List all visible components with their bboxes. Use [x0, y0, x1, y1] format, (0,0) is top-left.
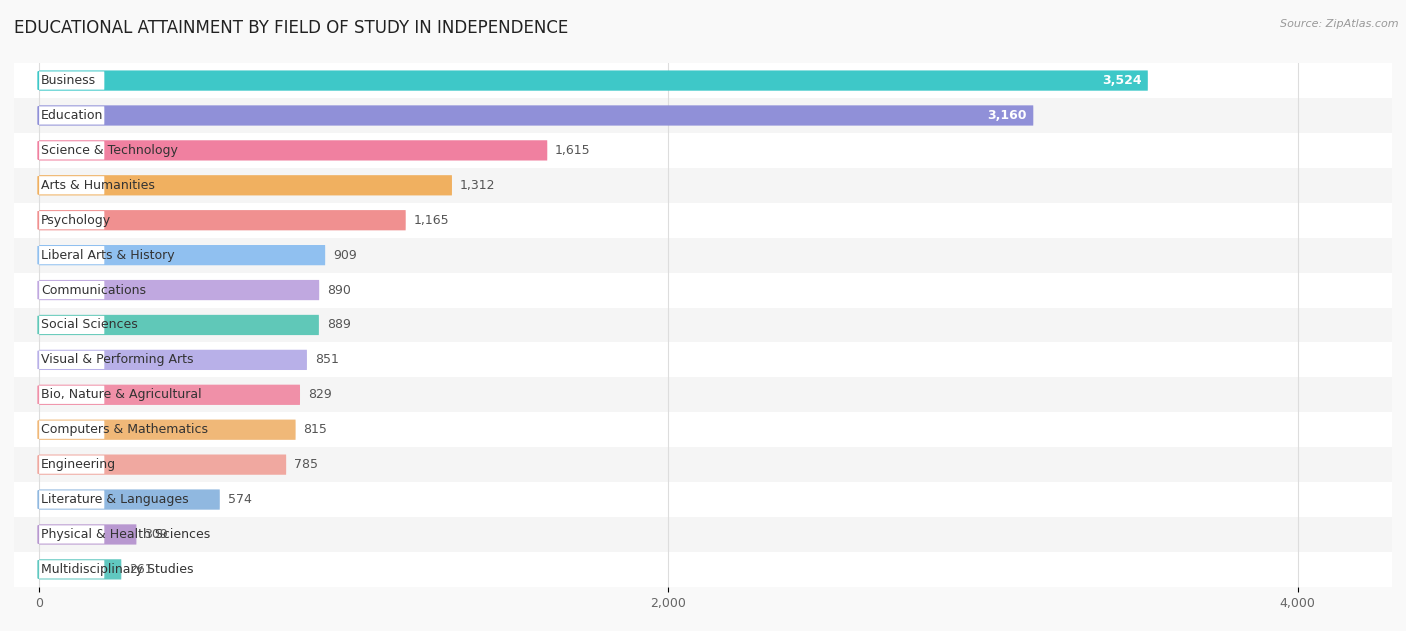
Text: Science & Technology: Science & Technology [41, 144, 177, 157]
Text: 815: 815 [304, 423, 328, 436]
FancyBboxPatch shape [39, 105, 1033, 126]
Bar [14, 377, 1392, 412]
Bar [14, 168, 1392, 203]
Bar [14, 98, 1392, 133]
Text: 909: 909 [333, 249, 357, 262]
Text: Multidisciplinary Studies: Multidisciplinary Studies [41, 563, 194, 576]
Text: 851: 851 [315, 353, 339, 367]
Text: 309: 309 [145, 528, 169, 541]
Text: Bio, Nature & Agricultural: Bio, Nature & Agricultural [41, 388, 201, 401]
Text: Source: ZipAtlas.com: Source: ZipAtlas.com [1281, 19, 1399, 29]
Bar [14, 552, 1392, 587]
FancyBboxPatch shape [38, 386, 104, 404]
Text: 3,160: 3,160 [987, 109, 1026, 122]
FancyBboxPatch shape [39, 245, 325, 265]
Bar [14, 447, 1392, 482]
Text: Social Sciences: Social Sciences [41, 319, 138, 331]
Text: 829: 829 [308, 388, 332, 401]
Text: Arts & Humanities: Arts & Humanities [41, 179, 155, 192]
FancyBboxPatch shape [38, 71, 104, 90]
FancyBboxPatch shape [39, 350, 307, 370]
Text: Psychology: Psychology [41, 214, 111, 227]
Text: Business: Business [41, 74, 96, 87]
FancyBboxPatch shape [39, 490, 219, 510]
FancyBboxPatch shape [38, 246, 104, 264]
Text: Visual & Performing Arts: Visual & Performing Arts [41, 353, 194, 367]
Text: 1,312: 1,312 [460, 179, 495, 192]
Bar [14, 307, 1392, 343]
Bar [14, 238, 1392, 273]
Text: 574: 574 [228, 493, 252, 506]
FancyBboxPatch shape [39, 559, 121, 579]
Bar [14, 203, 1392, 238]
FancyBboxPatch shape [38, 526, 104, 543]
FancyBboxPatch shape [38, 141, 104, 160]
FancyBboxPatch shape [39, 71, 1147, 91]
FancyBboxPatch shape [39, 454, 287, 475]
Text: Liberal Arts & History: Liberal Arts & History [41, 249, 174, 262]
FancyBboxPatch shape [39, 140, 547, 160]
Text: 890: 890 [328, 283, 352, 297]
Bar [14, 482, 1392, 517]
Bar [14, 412, 1392, 447]
FancyBboxPatch shape [38, 456, 104, 474]
FancyBboxPatch shape [38, 351, 104, 369]
Text: Engineering: Engineering [41, 458, 117, 471]
Text: 3,524: 3,524 [1102, 74, 1142, 87]
Bar [14, 273, 1392, 307]
FancyBboxPatch shape [39, 280, 319, 300]
Text: 889: 889 [326, 319, 350, 331]
Text: Communications: Communications [41, 283, 146, 297]
FancyBboxPatch shape [39, 315, 319, 335]
FancyBboxPatch shape [38, 107, 104, 124]
Text: 261: 261 [129, 563, 153, 576]
Text: EDUCATIONAL ATTAINMENT BY FIELD OF STUDY IN INDEPENDENCE: EDUCATIONAL ATTAINMENT BY FIELD OF STUDY… [14, 19, 568, 37]
FancyBboxPatch shape [38, 316, 104, 334]
Text: 785: 785 [294, 458, 318, 471]
FancyBboxPatch shape [38, 421, 104, 439]
FancyBboxPatch shape [39, 175, 451, 196]
FancyBboxPatch shape [38, 176, 104, 194]
Text: Computers & Mathematics: Computers & Mathematics [41, 423, 208, 436]
Text: 1,615: 1,615 [555, 144, 591, 157]
FancyBboxPatch shape [38, 281, 104, 299]
Bar [14, 517, 1392, 552]
Bar [14, 343, 1392, 377]
FancyBboxPatch shape [39, 420, 295, 440]
FancyBboxPatch shape [39, 210, 406, 230]
Bar [14, 63, 1392, 98]
Text: Education: Education [41, 109, 103, 122]
FancyBboxPatch shape [38, 560, 104, 579]
Text: Literature & Languages: Literature & Languages [41, 493, 188, 506]
FancyBboxPatch shape [39, 524, 136, 545]
FancyBboxPatch shape [39, 385, 299, 405]
Bar [14, 133, 1392, 168]
FancyBboxPatch shape [38, 211, 104, 229]
Text: 1,165: 1,165 [413, 214, 449, 227]
FancyBboxPatch shape [38, 490, 104, 509]
Text: Physical & Health Sciences: Physical & Health Sciences [41, 528, 211, 541]
